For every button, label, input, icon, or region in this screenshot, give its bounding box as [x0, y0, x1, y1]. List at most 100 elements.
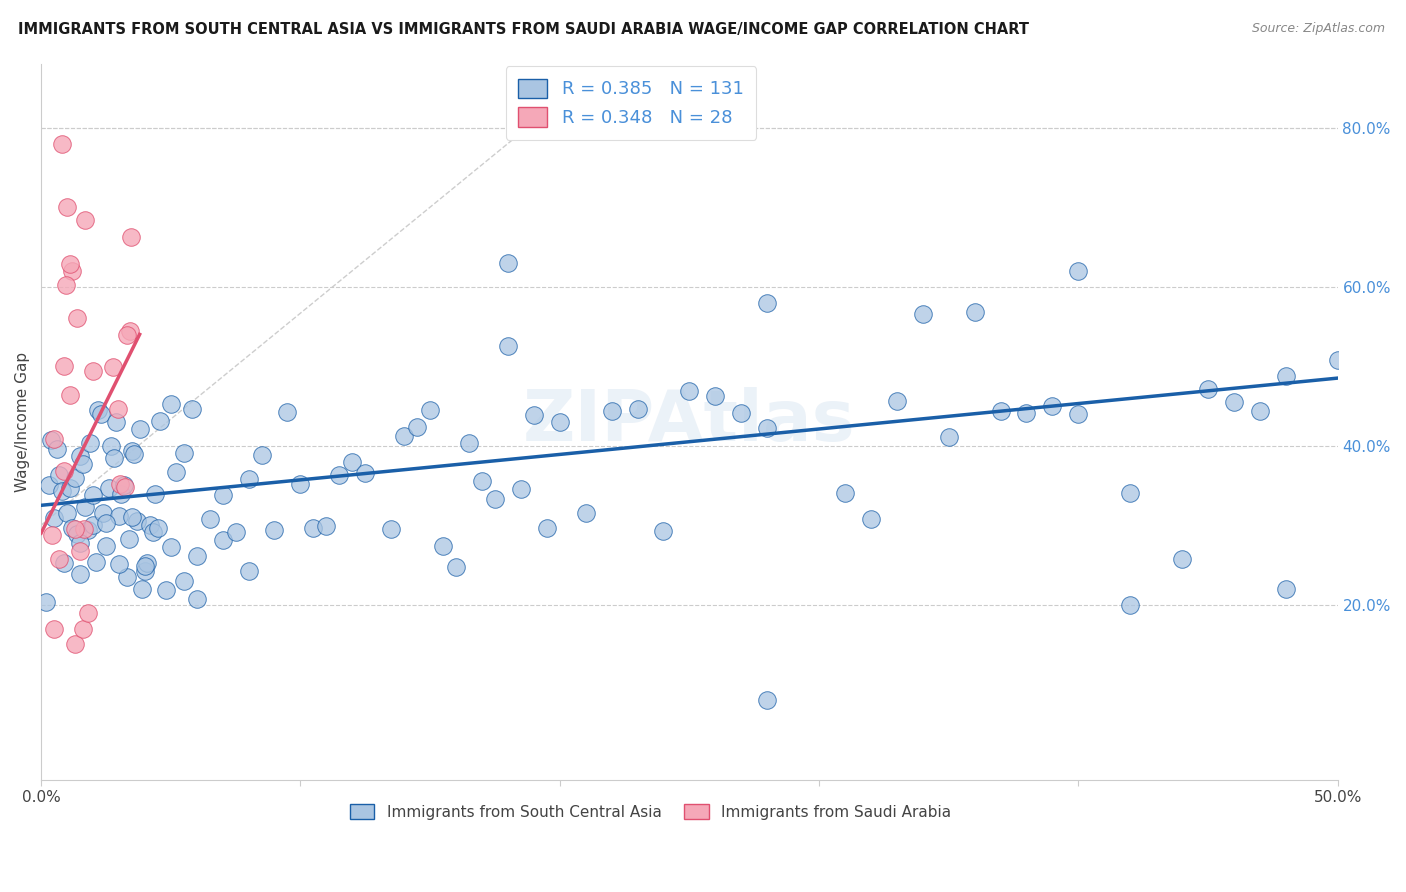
Point	[1249, 404, 1271, 418]
Point	[1326, 353, 1348, 368]
Point	[90, 407, 112, 421]
Point	[108, 557, 131, 571]
Point	[149, 414, 172, 428]
Point	[76, 524, 98, 538]
Point	[51, 483, 73, 498]
Point	[575, 507, 598, 521]
Point	[1171, 552, 1194, 566]
Point	[60, 264, 83, 278]
Point	[198, 512, 221, 526]
Point	[250, 449, 273, 463]
Point	[626, 401, 648, 416]
Point	[128, 422, 150, 436]
Point	[1223, 395, 1246, 409]
Point	[419, 403, 441, 417]
Point	[290, 477, 312, 491]
Point	[938, 430, 960, 444]
Point	[66, 311, 89, 326]
Y-axis label: Wage/Income Gap: Wage/Income Gap	[15, 351, 30, 491]
Point	[124, 447, 146, 461]
Point	[76, 606, 98, 620]
Point	[82, 488, 104, 502]
Point	[75, 500, 97, 514]
Point	[180, 401, 202, 416]
Point	[94, 516, 117, 530]
Point	[600, 404, 623, 418]
Point	[159, 397, 181, 411]
Point	[730, 406, 752, 420]
Point	[756, 295, 779, 310]
Point	[302, 521, 325, 535]
Point	[1067, 407, 1090, 421]
Point	[107, 402, 129, 417]
Point	[100, 439, 122, 453]
Point	[136, 557, 159, 571]
Point	[63, 471, 86, 485]
Point	[75, 213, 97, 227]
Point	[108, 476, 131, 491]
Point	[1197, 382, 1219, 396]
Point	[1042, 399, 1064, 413]
Point	[496, 256, 519, 270]
Point	[263, 524, 285, 538]
Point	[392, 428, 415, 442]
Point	[118, 532, 141, 546]
Point	[134, 564, 156, 578]
Point	[471, 474, 494, 488]
Point	[48, 552, 70, 566]
Point	[87, 402, 110, 417]
Point	[142, 524, 165, 539]
Point	[103, 450, 125, 465]
Point	[315, 519, 337, 533]
Point	[1067, 264, 1090, 278]
Point	[238, 564, 260, 578]
Point	[82, 517, 104, 532]
Point	[173, 574, 195, 588]
Point	[69, 566, 91, 581]
Point	[53, 556, 76, 570]
Point	[678, 384, 700, 399]
Point	[155, 582, 177, 597]
Point	[159, 541, 181, 555]
Point	[165, 465, 187, 479]
Point	[42, 511, 65, 525]
Point	[173, 446, 195, 460]
Point	[756, 421, 779, 435]
Point	[60, 521, 83, 535]
Point	[704, 389, 727, 403]
Point	[139, 517, 162, 532]
Point	[342, 454, 364, 468]
Point	[444, 560, 467, 574]
Point	[69, 536, 91, 550]
Point	[101, 360, 124, 375]
Point	[354, 466, 377, 480]
Point	[120, 324, 142, 338]
Point	[509, 482, 531, 496]
Point	[79, 436, 101, 450]
Point	[63, 522, 86, 536]
Point	[1119, 486, 1142, 500]
Point	[496, 339, 519, 353]
Point	[1119, 598, 1142, 612]
Point	[1274, 368, 1296, 383]
Point	[56, 506, 79, 520]
Point	[51, 136, 73, 151]
Point	[97, 482, 120, 496]
Point	[38, 478, 60, 492]
Point	[834, 486, 856, 500]
Point	[859, 512, 882, 526]
Text: ZIPAtlas: ZIPAtlas	[523, 387, 856, 457]
Point	[238, 472, 260, 486]
Point	[990, 404, 1012, 418]
Point	[69, 544, 91, 558]
Point	[146, 521, 169, 535]
Point	[120, 229, 142, 244]
Point	[44, 622, 66, 636]
Point	[93, 506, 115, 520]
Point	[41, 527, 63, 541]
Point	[432, 539, 454, 553]
Point	[211, 488, 233, 502]
Point	[380, 522, 402, 536]
Point	[48, 467, 70, 482]
Point	[225, 525, 247, 540]
